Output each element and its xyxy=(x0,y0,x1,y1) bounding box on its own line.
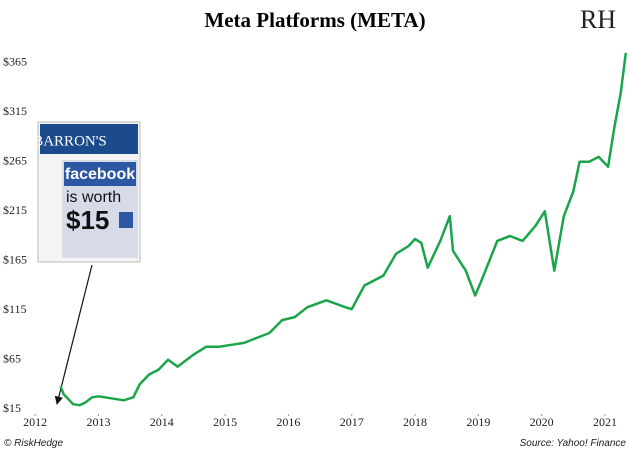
x-tick-label: 2016 xyxy=(276,415,300,429)
x-tick-label: 2017 xyxy=(340,415,364,429)
y-tick-label: $165 xyxy=(3,252,27,266)
logo: RH xyxy=(580,5,616,34)
price-line xyxy=(59,52,628,407)
x-tick-label: 2019 xyxy=(466,415,490,429)
cover-line1: is worth xyxy=(66,189,121,206)
x-tick-label: 2012 xyxy=(23,415,47,429)
y-tick-label: $265 xyxy=(3,154,27,168)
y-tick-label: $115 xyxy=(3,302,27,316)
cover-masthead: BARRON'S xyxy=(33,133,107,149)
x-tick-label: 2020 xyxy=(530,415,554,429)
y-tick-label: $15 xyxy=(3,401,21,415)
x-tick-label: 2018 xyxy=(403,415,427,429)
y-tick-label: $65 xyxy=(3,351,21,365)
chart-title: Meta Platforms (META) xyxy=(204,8,425,32)
y-tick-label: $315 xyxy=(3,104,27,118)
y-tick-label: $365 xyxy=(3,55,27,69)
cover-masthead-bg xyxy=(40,124,138,154)
x-tick-label: 2015 xyxy=(213,415,237,429)
y-tick-label: $215 xyxy=(3,203,27,217)
source: Source: Yahoo! Finance xyxy=(520,438,627,449)
x-tick-label: 2014 xyxy=(150,415,174,429)
barrons-cover: BARRON'S facebook is worth $15 xyxy=(33,121,141,263)
cover-brand: facebook xyxy=(65,166,135,183)
cover-line2: $15 xyxy=(66,205,109,235)
cover-brand-bg xyxy=(64,162,136,186)
x-tick-label: 2021 xyxy=(593,415,617,429)
x-tick-label: 2013 xyxy=(86,415,110,429)
arrow xyxy=(54,264,93,405)
thumb-icon xyxy=(119,212,133,228)
credit: © RiskHedge xyxy=(4,438,63,449)
